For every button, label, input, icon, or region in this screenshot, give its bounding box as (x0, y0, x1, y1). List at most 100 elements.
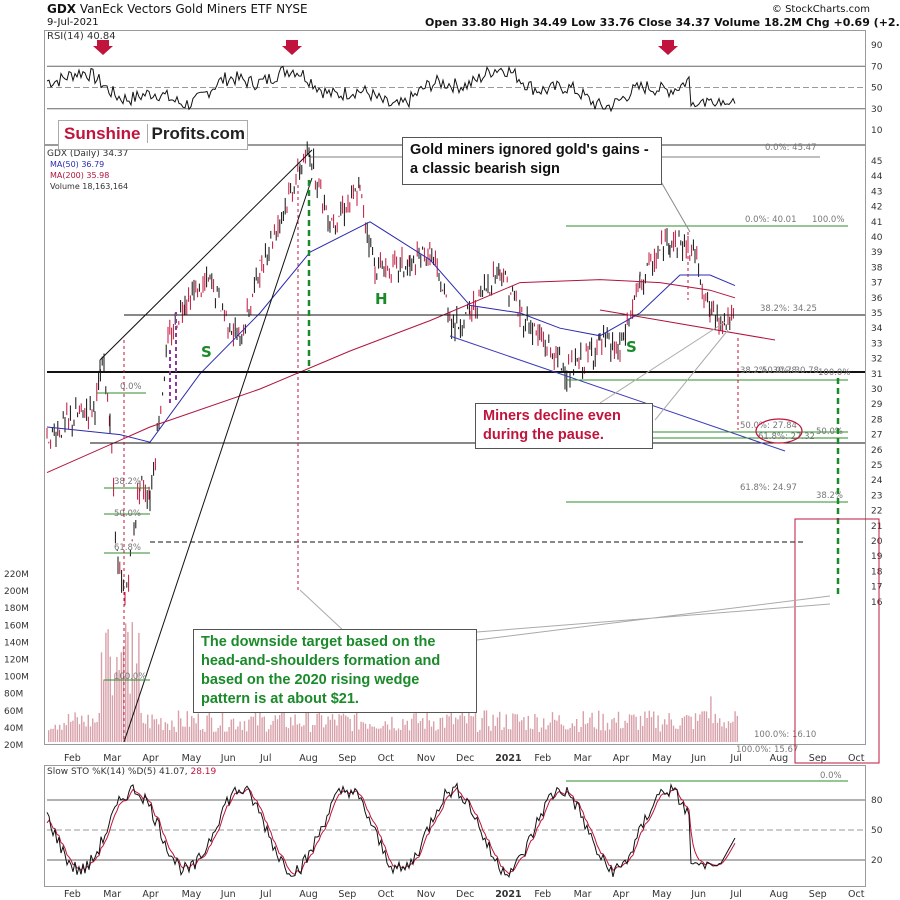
rsi-tick-70: 70 (871, 62, 883, 72)
volume-bar (109, 656, 111, 742)
volume-bar (543, 718, 545, 742)
ma200-legend: MA(200) 35.98 (50, 171, 110, 180)
month-tick-5: Jul (259, 753, 271, 764)
month-tick-11: 2021 (495, 753, 521, 764)
fib-label-6: 100.0% (818, 368, 850, 378)
volume-bar (507, 729, 510, 742)
volume-tick-8: 60M (4, 707, 23, 717)
volume-bar (111, 695, 114, 742)
source-credit[interactable]: © StockCharts.com (771, 4, 870, 15)
volume-bar (120, 652, 122, 742)
volume-bar (730, 722, 732, 742)
volume-bar (727, 721, 730, 742)
logo-part-1: Sunshine (64, 124, 141, 143)
wedge-upper (99, 149, 313, 361)
volume-bar (63, 722, 65, 742)
volume-tick-4: 140M (4, 638, 29, 648)
head-label: H (375, 290, 388, 308)
price-tick-44: 44 (871, 172, 883, 182)
volume-bar (305, 711, 307, 742)
volume-bar (422, 718, 424, 742)
volume-bar (444, 727, 446, 742)
volume-bar (270, 724, 272, 742)
sto-month-tick-15: May (652, 889, 672, 900)
volume-bar (237, 726, 239, 742)
volume-bar (382, 725, 384, 742)
volume-bar (466, 723, 468, 742)
volume-bar (655, 727, 657, 742)
volume-bar (98, 712, 100, 742)
volume-bar (213, 731, 215, 742)
volume-bar (331, 714, 334, 742)
volume-bar (323, 727, 325, 742)
volume-bar (613, 717, 615, 742)
volume-bar (219, 725, 221, 742)
price-tick-24: 24 (871, 476, 883, 486)
fib-label-2: 100.0% (812, 215, 844, 225)
volume-bar (534, 714, 536, 742)
volume-bar (103, 679, 105, 742)
volume-bar (631, 715, 633, 742)
volume-bar (657, 715, 659, 742)
fib-label-11: 38.2% (816, 491, 843, 501)
month-tick-9: Nov (417, 753, 436, 764)
exchange: NYSE (276, 2, 308, 16)
volume-bar (287, 728, 290, 742)
volume-bar (243, 721, 246, 742)
volume-bar (147, 714, 149, 742)
volume-bar (721, 726, 723, 742)
volume-bar (734, 711, 736, 742)
volume-bar (589, 717, 591, 742)
volume-bar (309, 731, 312, 742)
volume-bar (358, 729, 360, 742)
chart-title: GDX VanEck Vectors Gold Miners ETF NYSE (47, 2, 308, 16)
volume-bar (714, 713, 716, 742)
volume-bar (197, 713, 199, 742)
volume-bar (521, 720, 523, 742)
ma50-legend: MA(50) 36.79 (50, 160, 105, 169)
volume-bar (160, 718, 162, 742)
volume-bar (125, 623, 127, 742)
volume-bar (142, 722, 144, 742)
volume-bar (646, 717, 648, 742)
volume-bar (202, 729, 204, 742)
fib-label-18: 100.0% (114, 672, 146, 682)
volume-bar (492, 714, 494, 742)
volume-bar (166, 723, 169, 742)
volume-bar (380, 728, 382, 742)
volume-tick-7: 80M (4, 690, 23, 700)
volume-bar (292, 725, 294, 742)
volume-bar (239, 721, 241, 742)
volume-bar (490, 730, 492, 742)
volume-bar (501, 729, 503, 742)
volume-bar (450, 712, 452, 742)
volume-bar (430, 726, 433, 742)
month-tick-8: Oct (378, 753, 395, 764)
volume-bar (622, 727, 624, 742)
sto-legend-text: Slow STO %K(14) %D(5) 41.07, (47, 767, 188, 777)
volume-bar (325, 724, 327, 742)
callout-bearish-sign: Gold miners ignored gold's gains - a cla… (402, 137, 662, 185)
month-tick-10: Dec (456, 753, 474, 764)
price-tick-43: 43 (871, 187, 882, 197)
volume-bar (215, 731, 217, 742)
volume-bar (485, 710, 488, 742)
sto-k-line (46, 782, 736, 878)
volume-bar (169, 730, 171, 742)
fib-label-7: 50.0%: 27.84 (740, 421, 797, 431)
volume-bar (162, 729, 164, 742)
volume-bar (334, 719, 336, 742)
volume-bar (452, 724, 455, 742)
volume-bar (65, 725, 67, 742)
volume-bar (516, 714, 518, 742)
volume-bar (336, 725, 338, 742)
chart-date: 9-Jul-2021 (47, 17, 99, 28)
price-tick-31: 31 (871, 370, 882, 380)
volume-bar (602, 713, 604, 742)
volume-bar (496, 717, 499, 742)
volume-bar (175, 731, 177, 742)
volume-bar (587, 723, 589, 742)
volume-bar (565, 729, 567, 742)
month-tick-15: May (652, 753, 672, 764)
price-tick-33: 33 (871, 339, 882, 349)
